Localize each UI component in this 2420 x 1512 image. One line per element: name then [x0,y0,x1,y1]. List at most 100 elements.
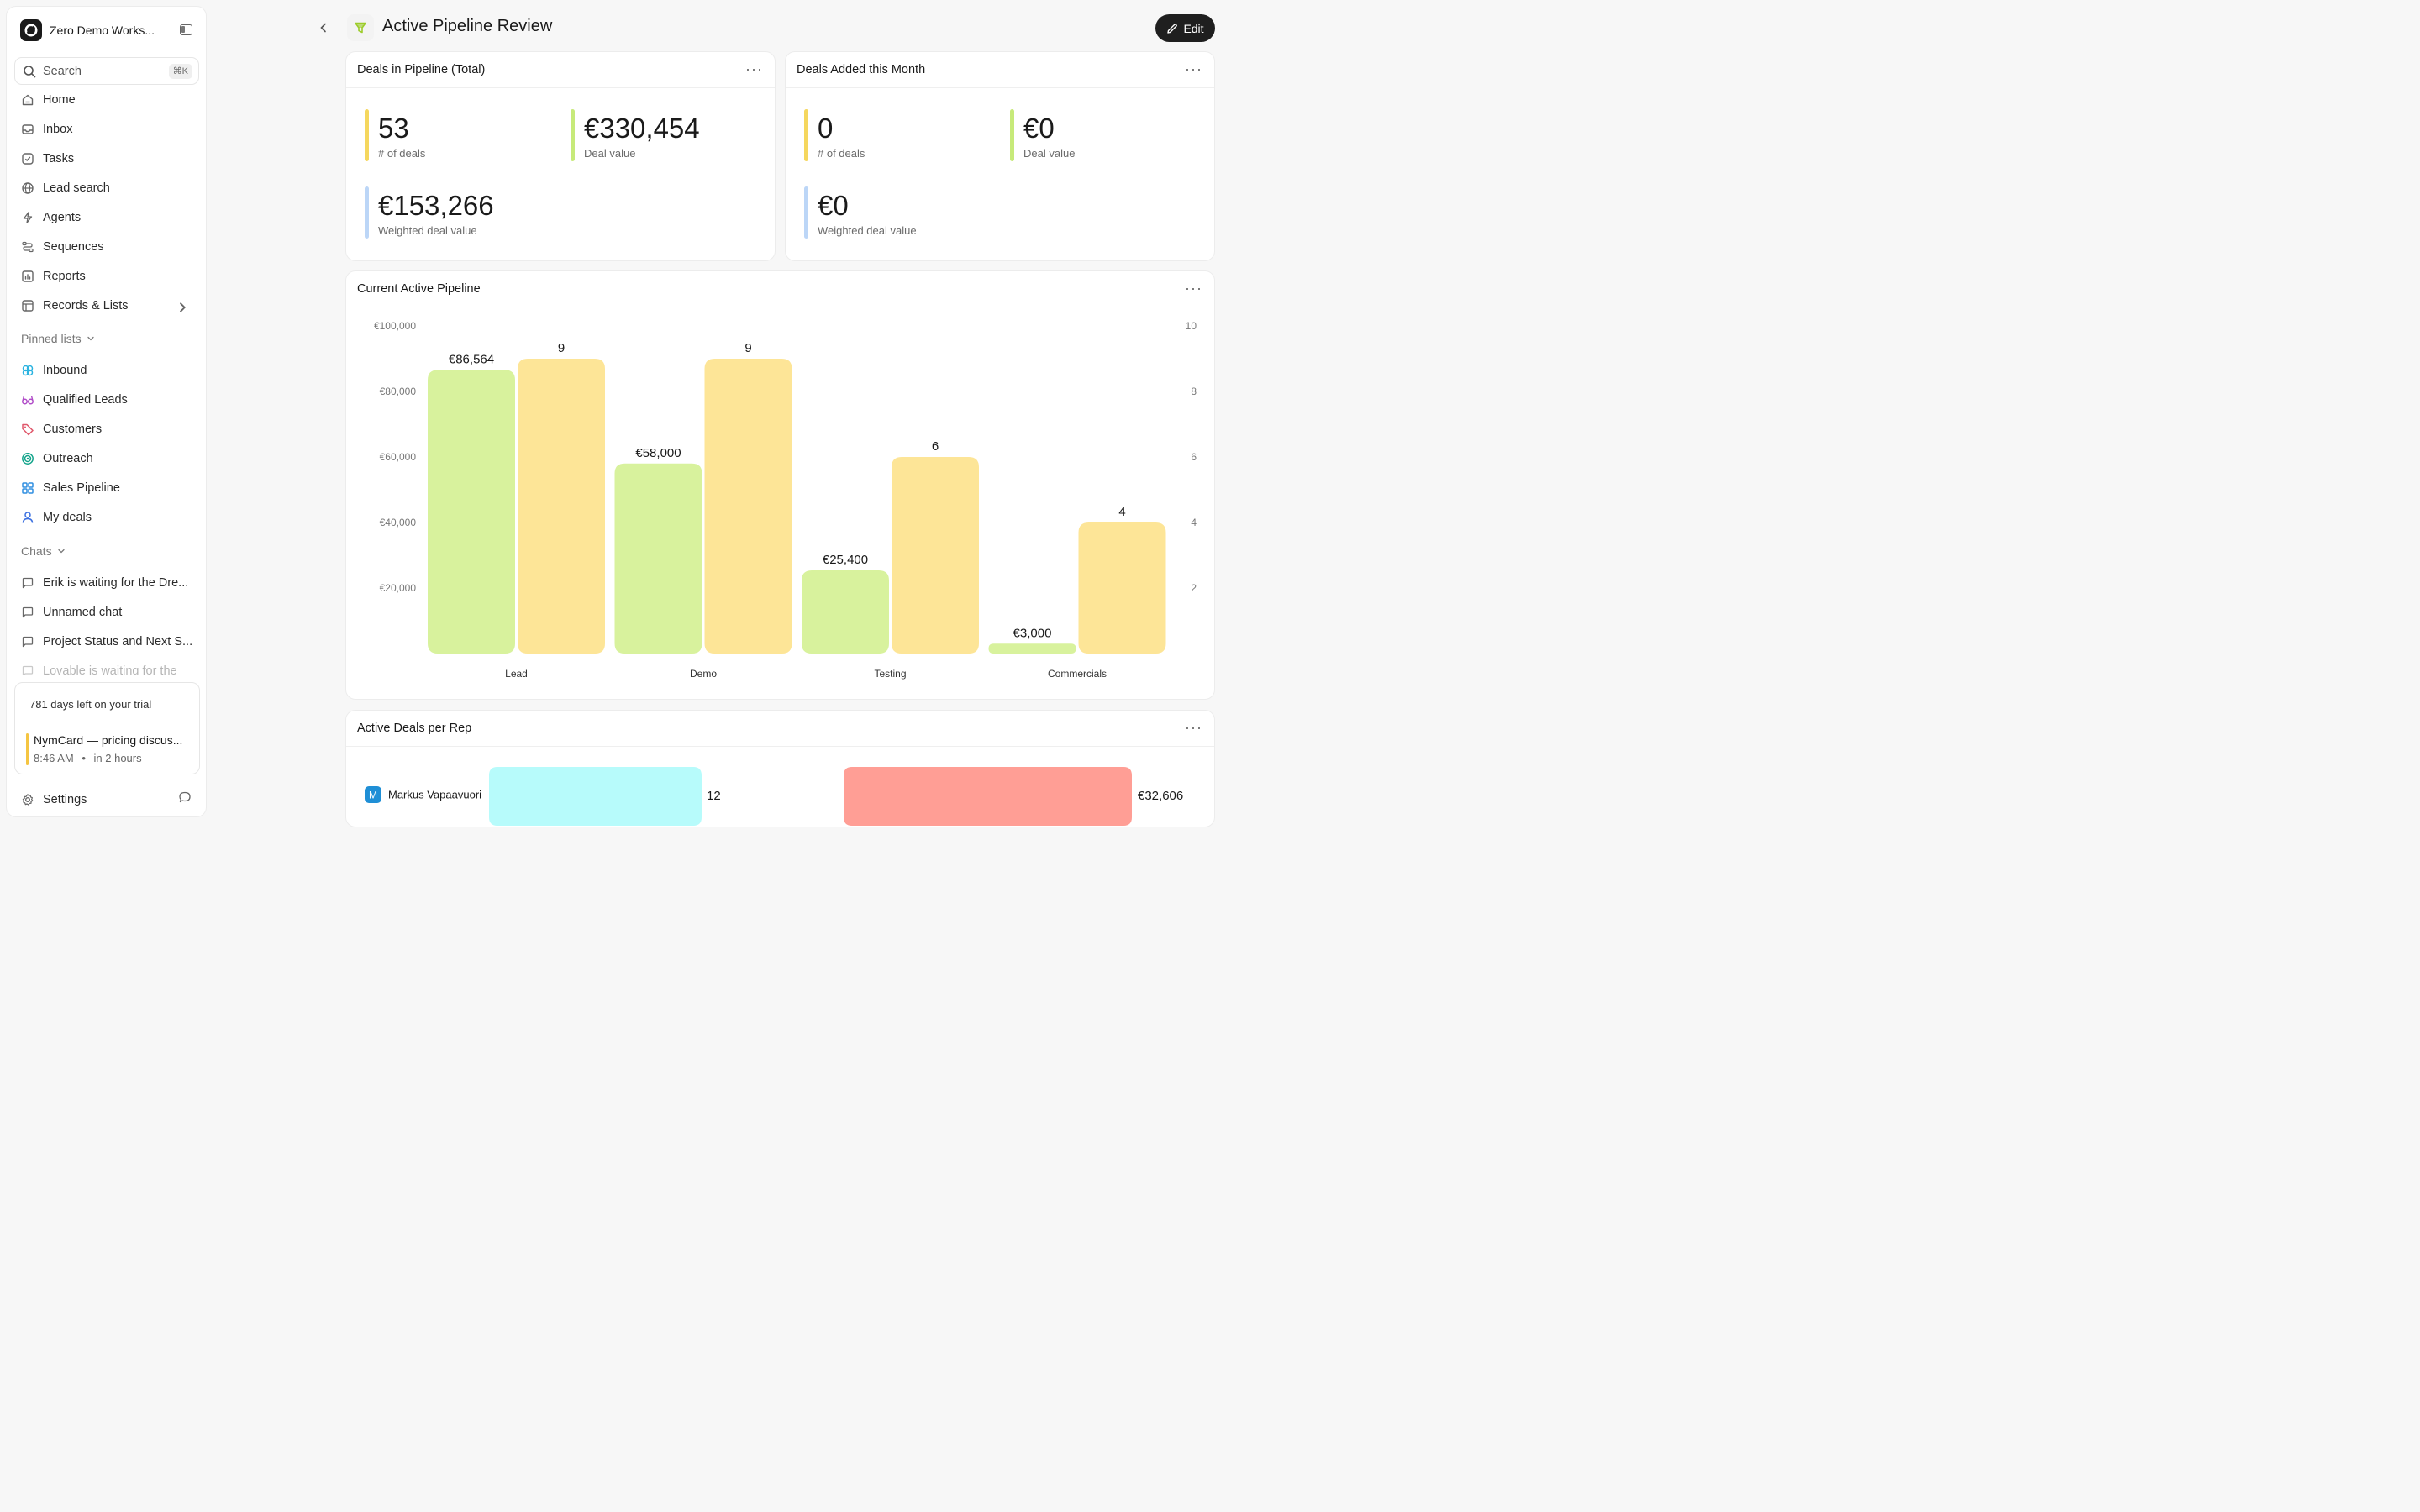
y-right-tick-label: 6 [1191,451,1197,463]
chat-label: Lovable is waiting for the [43,664,177,675]
card-title: Active Deals per Rep [357,722,472,735]
bar-deal-count[interactable] [518,359,605,654]
metric-accent [804,186,808,239]
settings-label: Settings [43,793,87,806]
workspace-switcher[interactable]: Zero Demo Works... [20,19,155,41]
sidebar: Zero Demo Works... Search ⌘K Home Inbox … [6,6,207,817]
y-left-tick-label: €20,000 [380,582,417,594]
nav-label: Records & Lists [43,299,129,312]
pinned-lists-header[interactable]: Pinned lists [21,332,95,345]
edit-button[interactable]: Edit [1155,14,1215,42]
y-right-tick-label: 8 [1191,386,1197,397]
nav-item-lead-search[interactable]: Lead search [14,175,199,202]
reports-icon [22,270,34,282]
pinned-item-sales-pipeline[interactable]: Sales Pipeline [14,475,199,501]
nav-item-agents[interactable]: Agents [14,204,199,231]
bar-deal-value[interactable] [614,463,702,654]
metric-accent [1010,109,1014,161]
y-right-tick-label: 4 [1191,517,1197,528]
x-category-label: Demo [690,668,717,680]
bar-deal-count[interactable] [1078,522,1166,654]
avatar-initial: M [369,790,377,801]
chat-item[interactable]: Lovable is waiting for the [14,658,199,675]
chevron-down-icon [87,336,94,341]
rep-name: Markus Vapaavuori [388,789,481,801]
pinned-item-my-deals[interactable]: My deals [14,504,199,531]
report-funnel-icon [347,14,374,41]
chat-label: Unnamed chat [43,606,123,619]
bar-deal-count[interactable] [704,359,792,654]
bar-deal-value[interactable] [988,643,1076,654]
support-chat-icon[interactable] [178,790,192,804]
inbox-icon [22,124,34,134]
metric-value: 0 [818,113,834,144]
pinned-label: Inbound [43,364,87,377]
pinned-label: My deals [43,511,92,524]
meeting-title: NymCard — pricing discus... [34,733,183,747]
card-divider [786,87,1214,88]
chat-item[interactable]: Erik is waiting for the Dre... [14,570,199,596]
bar-data-label: 4 [1118,505,1125,519]
nav-item-home[interactable]: Home [14,87,199,113]
metric-value: 53 [378,113,409,144]
pinned-item-qualified-leads[interactable]: Qualified Leads [14,386,199,413]
more-options-icon[interactable]: ··· [745,60,763,77]
more-options-icon[interactable]: ··· [1185,60,1202,77]
metric-label: Weighted deal value [378,224,477,237]
bar-deal-value[interactable] [802,570,889,654]
tag-icon [22,423,34,436]
chats-label: Chats [21,544,52,558]
bolt-icon [23,212,33,223]
sidebar-toggle-icon[interactable] [180,24,192,35]
metric-value: €0 [1023,113,1055,144]
pipeline-bar-chart: €100,000 €80,000 €60,000 €40,000 €20,000 10 8 6… [374,320,1197,680]
bar-deal-count[interactable] [892,457,979,654]
nav-item-sequences[interactable]: Sequences [14,234,199,260]
metric-label: Weighted deal value [818,224,917,237]
pinned-item-inbound[interactable]: Inbound [14,357,199,384]
bar-rep-value[interactable] [844,767,1132,826]
bar-deal-value[interactable] [428,370,515,654]
x-category-label: Commercials [1048,668,1107,680]
settings-button[interactable]: Settings [14,786,199,813]
back-icon[interactable] [318,22,329,34]
pencil-icon [1167,23,1178,34]
rep-value-label: €32,606 [1138,789,1183,803]
edit-label: Edit [1183,21,1204,35]
search-input[interactable]: Search ⌘K [14,57,199,85]
more-options-icon[interactable]: ··· [1185,280,1202,297]
home-icon [22,94,34,106]
page-title: Active Pipeline Review [382,17,553,35]
nav-item-inbox[interactable]: Inbox [14,116,199,143]
bar-data-label: 9 [558,341,565,355]
y-left-tick-label: €40,000 [380,517,417,528]
bar-data-label: €25,400 [823,553,868,567]
nav-item-records-lists[interactable]: Records & Lists [14,292,199,319]
pinned-item-customers[interactable]: Customers [14,416,199,443]
more-options-icon[interactable]: ··· [1185,719,1202,736]
bar-data-label: €3,000 [1013,626,1052,640]
chats-header[interactable]: Chats [21,544,66,558]
meeting-accent [26,733,29,765]
chat-item[interactable]: Unnamed chat [14,599,199,626]
search-placeholder: Search [43,64,82,78]
nav-label: Inbox [43,123,73,136]
nav-item-tasks[interactable]: Tasks [14,145,199,172]
rep-deals-chart: M Markus Vapaavuori 12 €32,606 [365,767,1183,826]
bar-rep-deals[interactable] [489,767,702,826]
chat-label: Project Status and Next S... [43,635,193,648]
metric-accent [804,109,808,161]
bar-data-label: €58,000 [635,446,681,460]
chat-icon [22,577,34,589]
active-deals-per-rep-card: Active Deals per Rep ··· M Markus Vapaavu… [345,710,1215,827]
y-right-tick-label: 2 [1191,582,1197,594]
y-left-tick-label: €100,000 [374,320,416,332]
pinned-item-outreach[interactable]: Outreach [14,445,199,472]
metric-value: €153,266 [378,190,494,221]
meeting-when: in 2 hours [93,752,142,764]
chat-icon [22,636,34,648]
globe-icon [22,182,34,194]
nav-item-reports[interactable]: Reports [14,263,199,290]
chat-item[interactable]: Project Status and Next S... [14,628,199,655]
deals-in-pipeline-card: Deals in Pipeline (Total) ··· 53 # of de… [345,51,776,261]
